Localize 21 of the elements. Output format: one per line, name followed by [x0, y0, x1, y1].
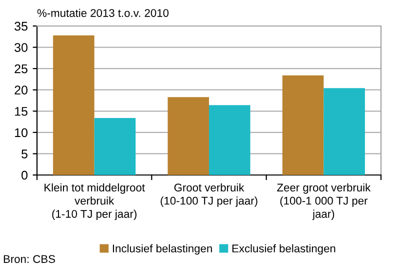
y-axis-title: %-mutatie 2013 t.o.v. 2010: [37, 8, 169, 17]
x-tick-label: Groot verbruik (10-100 TJ per jaar): [160, 183, 258, 207]
bar: [53, 35, 94, 175]
bar: [209, 105, 250, 175]
bar: [94, 118, 136, 175]
y-tick-label: 5: [22, 150, 28, 158]
y-tick-label: 10: [15, 128, 28, 138]
y-tick-label: 20: [14, 86, 28, 95]
y-tick-label: 30: [14, 43, 28, 52]
y-tick-label: 15: [15, 107, 28, 116]
legend-label: Inclusief belastingen: [112, 244, 212, 255]
y-tick-label: 35: [14, 22, 28, 31]
bar: [282, 75, 324, 175]
bar: [324, 88, 365, 175]
y-tick-label: 25: [14, 64, 28, 74]
y-tick-label: 0: [22, 170, 28, 180]
legend-label: Exclusief belastingen: [232, 244, 336, 255]
text: Bron: CBS: [4, 255, 55, 263]
bar: [168, 97, 209, 175]
x-tick-label: Zeer groot verbruik (100-1 000 TJ per jaar): [277, 183, 371, 220]
x-tick-label: Klein tot middelgroot verbruik (1-10 TJ per jaar): [44, 183, 145, 220]
